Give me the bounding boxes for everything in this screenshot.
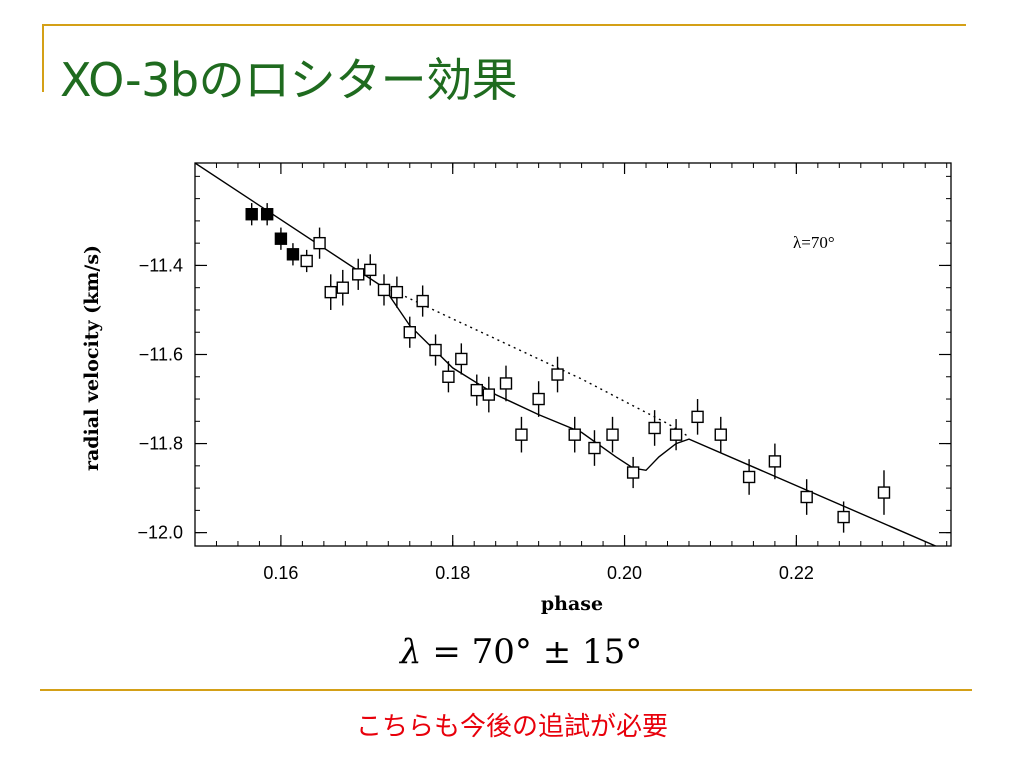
follow-up-note: こちらも今後の追試が必要	[355, 712, 668, 742]
open-data-point	[606, 428, 619, 441]
y-tick-label: −12.0	[137, 523, 183, 543]
open-data-point	[352, 268, 365, 281]
lambda-value: = 70° ± 15°	[432, 632, 643, 672]
x-axis-label: phase	[541, 593, 603, 615]
x-tick-label: 0.18	[435, 563, 470, 583]
x-tick-label: 0.20	[607, 563, 642, 583]
y-tick-label: −11.6	[139, 345, 183, 365]
open-data-point	[648, 421, 661, 435]
open-data-point	[470, 383, 483, 397]
open-data-point	[837, 510, 850, 524]
lambda-annotation: λ=70°	[793, 233, 835, 252]
open-data-point	[313, 236, 326, 250]
open-data-point	[324, 285, 337, 299]
open-data-point	[714, 428, 727, 441]
open-data-point	[532, 392, 545, 406]
open-data-point	[442, 370, 455, 383]
open-data-point	[551, 368, 564, 381]
open-data-point	[626, 466, 640, 479]
open-data-point	[455, 352, 468, 366]
open-data-point	[300, 254, 313, 268]
y-tick-label: −11.8	[139, 434, 183, 454]
open-data-point	[403, 326, 416, 339]
open-data-point	[588, 441, 601, 455]
open-data-point	[364, 263, 377, 277]
open-data-point	[482, 388, 496, 401]
filled-data-point	[260, 208, 274, 221]
plot-frame	[194, 162, 952, 547]
filled-data-point	[286, 248, 300, 261]
filled-data-point	[274, 232, 288, 245]
open-data-point	[691, 410, 704, 424]
lambda-equation: λ = 70° ± 15°	[400, 632, 642, 672]
open-data-point	[800, 490, 813, 504]
open-data-point	[429, 343, 442, 357]
x-tick-label: 0.22	[779, 563, 814, 583]
filled-data-point	[245, 208, 258, 221]
bottom-rule	[40, 689, 972, 691]
open-data-point	[568, 428, 581, 441]
top-rule	[42, 24, 966, 26]
open-data-point	[768, 455, 782, 468]
open-data-point	[416, 294, 429, 308]
open-data-point	[336, 281, 349, 294]
title-accent-bar	[42, 24, 44, 92]
y-tick-label: −11.4	[139, 255, 183, 275]
open-data-point	[377, 283, 391, 297]
plot-area: 0.16 0.18 0.20 0.22 −11.4 −11.6 −11.8 −12.0	[137, 162, 952, 583]
open-data-point	[515, 428, 528, 441]
open-data-point	[877, 486, 891, 499]
open-data-point	[499, 377, 513, 390]
open-data-point	[742, 470, 756, 484]
slide-title: XO-3bのロシター効果	[60, 53, 518, 107]
open-data-point	[390, 285, 404, 299]
y-axis-label: radial velocity (km/s)	[81, 245, 103, 471]
lambda-symbol: λ	[400, 632, 422, 672]
x-tick-label: 0.16	[263, 563, 298, 583]
solid-model-curve	[195, 163, 938, 546]
open-data-point	[669, 428, 683, 441]
